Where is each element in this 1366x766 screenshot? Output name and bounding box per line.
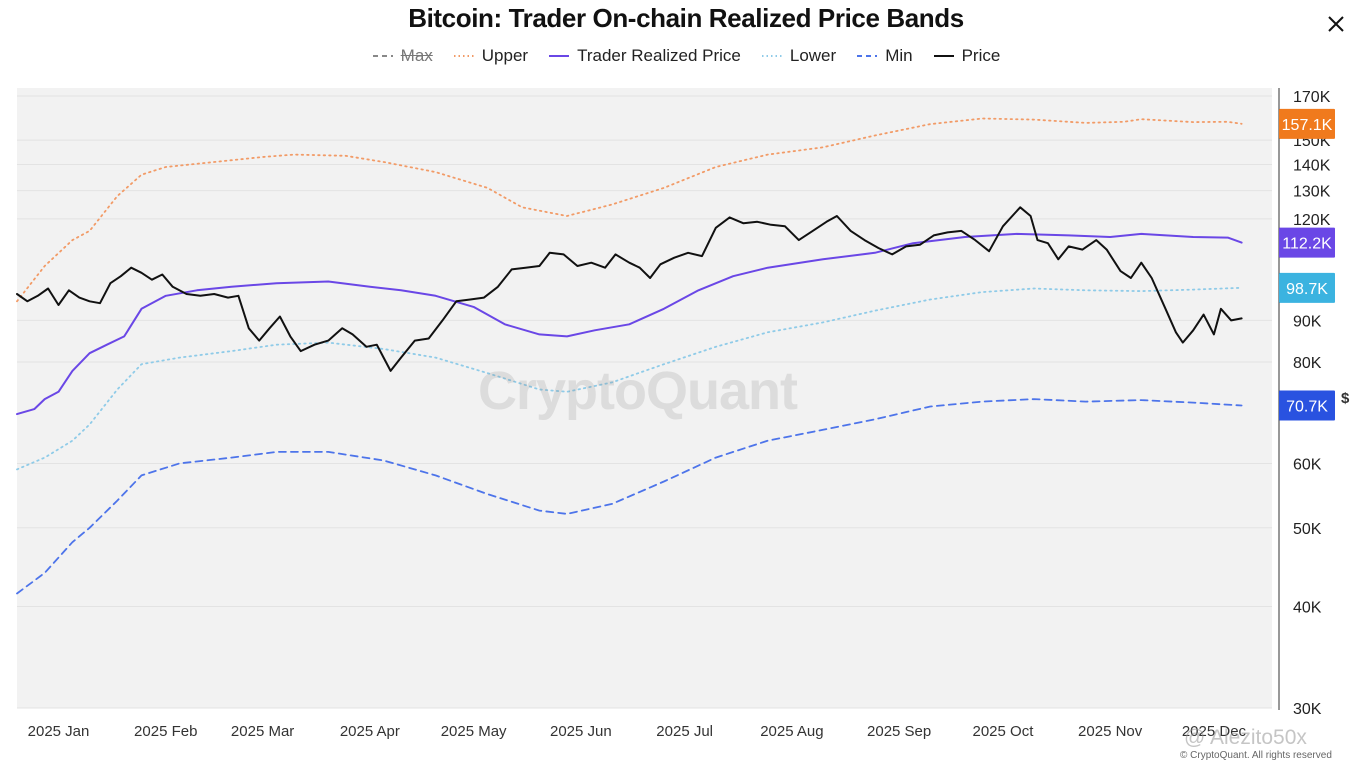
badge-background (1279, 272, 1335, 303)
y-tick-label: 120K (1293, 212, 1331, 229)
y-tick-label: 90K (1293, 313, 1322, 330)
badge-background (1279, 390, 1335, 421)
legend-swatch (857, 55, 878, 57)
x-tick-label: 2025 Oct (972, 723, 1034, 740)
chart-title: Bitcoin: Trader On-chain Realized Price … (408, 3, 964, 33)
close-icon (1328, 16, 1344, 32)
legend-label: Min (885, 46, 913, 65)
y-tick-label: 60K (1293, 456, 1322, 473)
legend-label: Upper (481, 46, 529, 65)
legend-item-upper[interactable]: Upper (453, 46, 528, 66)
legend-label: Price (961, 46, 1001, 65)
plot-area (17, 88, 1272, 708)
y-tick-label: 80K (1293, 355, 1322, 372)
legend-item-lower[interactable]: Lower (761, 46, 836, 66)
legend-label: Trader Realized Price (577, 46, 741, 65)
badge-background (1279, 227, 1335, 258)
y-tick-label: 140K (1293, 158, 1331, 175)
badge-label: 98.7K (1286, 281, 1328, 298)
legend-item-min[interactable]: Min (856, 46, 913, 66)
dollar-toggle-icon[interactable]: $ (1341, 390, 1350, 407)
badge-label: 112.2K (1282, 236, 1332, 253)
badge-background (1279, 108, 1335, 139)
badge-label: 157.1K (1282, 117, 1333, 134)
y-tick-label: 30K (1293, 701, 1322, 718)
series-line-upper (16, 117, 1243, 303)
legend-item-trader-realized-price[interactable]: Trader Realized Price (548, 46, 741, 66)
legend-swatch (549, 55, 570, 57)
last-value-badge: 112.2K (1279, 227, 1335, 258)
legend-item-max[interactable]: Max (372, 46, 433, 66)
legend-item-price[interactable]: Price (933, 46, 1001, 66)
series-line-trader-realized-price (16, 232, 1243, 416)
legend-swatch (933, 55, 954, 57)
legend-swatch (453, 55, 474, 57)
x-tick-label: 2025 May (441, 723, 507, 740)
x-tick-label: 2025 Nov (1078, 723, 1143, 740)
x-tick-label: 2025 Aug (760, 723, 823, 740)
badge-label: 70.7K (1286, 399, 1328, 416)
chart-legend: Max Upper Trader Realized Price Lower Min Pri… (0, 46, 1366, 66)
close-button[interactable] (1320, 8, 1352, 40)
x-tick-label: 2025 Jan (28, 723, 90, 740)
y-tick-label: 170K (1293, 89, 1331, 106)
x-tick-label: 2025 Mar (231, 723, 294, 740)
x-tick-label: 2025 Feb (134, 723, 197, 740)
series-line-min (16, 398, 1243, 595)
series-line-lower (16, 286, 1243, 471)
y-tick-label: 40K (1293, 600, 1322, 617)
y-tick-label: 130K (1293, 184, 1331, 201)
series-line-price (16, 206, 1243, 372)
y-tick-label: 50K (1293, 521, 1322, 538)
last-value-badge: 157.1K (1279, 108, 1335, 139)
copyright-text: © CryptoQuant. All rights reserved (1180, 750, 1332, 761)
last-value-badge: 70.7K (1279, 390, 1335, 421)
legend-label: Max (400, 46, 433, 65)
legend-label: Lower (789, 46, 837, 65)
legend-swatch (761, 55, 782, 57)
x-tick-label: 2025 Apr (340, 723, 400, 740)
x-tick-label: 2025 Jun (550, 723, 612, 740)
last-value-badge: 98.7K (1279, 272, 1335, 303)
x-tick-label: 2025 Sep (867, 723, 931, 740)
legend-swatch (372, 55, 393, 57)
x-tick-label: 2025 Jul (656, 723, 713, 740)
x-tick-label: 2025 Dec (1182, 723, 1247, 740)
